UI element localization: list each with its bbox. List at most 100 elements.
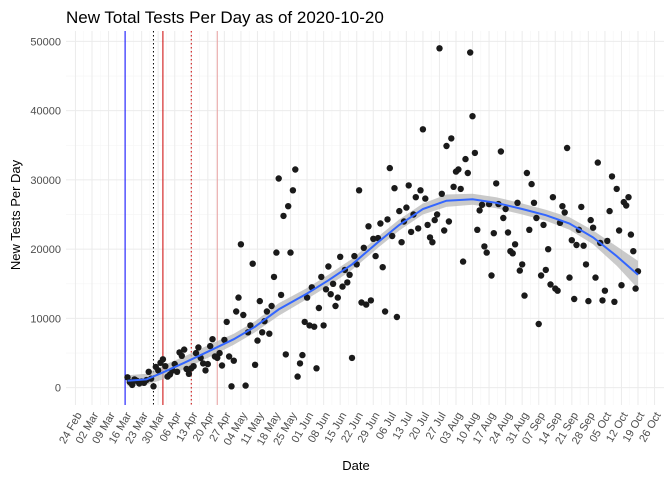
data-point (530, 199, 538, 206)
data-point (573, 241, 580, 249)
data-point (183, 365, 190, 373)
data-point (540, 221, 547, 229)
data-point (296, 360, 304, 367)
data-point (471, 149, 479, 157)
y-tick-label: 10000 (30, 313, 61, 325)
data-point (190, 363, 197, 370)
data-point (457, 185, 464, 193)
data-point (259, 329, 266, 336)
data-point (436, 45, 443, 52)
data-point (367, 297, 375, 304)
data-point (592, 274, 599, 281)
data-point (263, 308, 271, 315)
data-point (268, 302, 275, 310)
data-point (216, 349, 223, 357)
data-point (242, 382, 249, 389)
data-point (379, 264, 386, 271)
data-point (618, 282, 625, 289)
data-point (523, 169, 531, 177)
data-point (285, 203, 292, 210)
data-point (204, 360, 211, 368)
data-point (185, 370, 193, 377)
data-point (247, 322, 254, 329)
data-point (417, 187, 424, 194)
data-point (509, 250, 516, 257)
data-point (339, 283, 346, 290)
data-point (251, 361, 259, 368)
data-point (481, 243, 488, 250)
chart-title: New Total Tests Per Day as of 2020-10-20 (66, 8, 384, 27)
data-point (254, 337, 261, 344)
x-axis-title: Date (342, 458, 369, 473)
data-point (467, 49, 474, 56)
data-point (178, 352, 185, 359)
y-tick-label: 30000 (30, 175, 61, 187)
data-point (318, 273, 325, 281)
data-point (545, 246, 552, 253)
data-point (332, 302, 339, 310)
data-point (150, 383, 157, 390)
data-point (240, 311, 247, 319)
data-point (346, 271, 353, 278)
data-point (464, 169, 471, 177)
data-point (303, 294, 311, 301)
data-point (273, 249, 280, 256)
data-point (459, 258, 467, 265)
data-point (223, 318, 230, 326)
data-point (537, 272, 545, 279)
data-point (230, 357, 237, 364)
data-point (563, 144, 571, 152)
data-point (488, 272, 495, 279)
data-point (419, 126, 427, 133)
data-point (313, 365, 320, 372)
data-point (334, 294, 341, 301)
data-point (235, 294, 242, 301)
data-point (613, 185, 620, 193)
data-point (173, 368, 181, 375)
data-point (225, 353, 233, 360)
data-point (403, 204, 410, 211)
data-point (280, 212, 287, 220)
data-point (249, 260, 256, 267)
data-point (311, 323, 318, 330)
y-tick-label: 40000 (30, 106, 61, 118)
data-point (611, 298, 618, 305)
data-point (438, 190, 445, 197)
data-point (181, 346, 188, 353)
data-point (474, 226, 481, 233)
data-point (270, 273, 278, 281)
data-point (277, 291, 285, 299)
data-point (623, 202, 630, 209)
data-point (561, 209, 568, 216)
data-point (124, 374, 131, 381)
data-point (549, 194, 557, 201)
y-axis-ticks: 0 10000 20000 30000 40000 50000 (30, 36, 61, 394)
data-point (155, 367, 162, 374)
data-point (554, 287, 561, 294)
data-point (578, 203, 585, 211)
data-point (627, 231, 635, 238)
data-point (360, 244, 367, 251)
data-point (337, 253, 344, 260)
data-point (396, 207, 403, 215)
data-point (214, 354, 221, 362)
data-point (386, 164, 393, 172)
data-point (199, 360, 207, 367)
data-point (511, 241, 519, 248)
data-point (207, 342, 214, 350)
data-point (377, 220, 384, 227)
data-point (585, 297, 592, 305)
data-point (497, 148, 505, 155)
data-point (289, 187, 297, 194)
data-point (542, 266, 549, 274)
data-point (426, 234, 434, 241)
data-point (372, 252, 379, 260)
data-point (502, 205, 509, 213)
data-point (589, 224, 597, 231)
data-point (381, 308, 389, 315)
data-point (490, 230, 497, 237)
data-point (433, 211, 441, 218)
y-tick-label: 50000 (30, 36, 61, 48)
data-point (393, 313, 401, 321)
